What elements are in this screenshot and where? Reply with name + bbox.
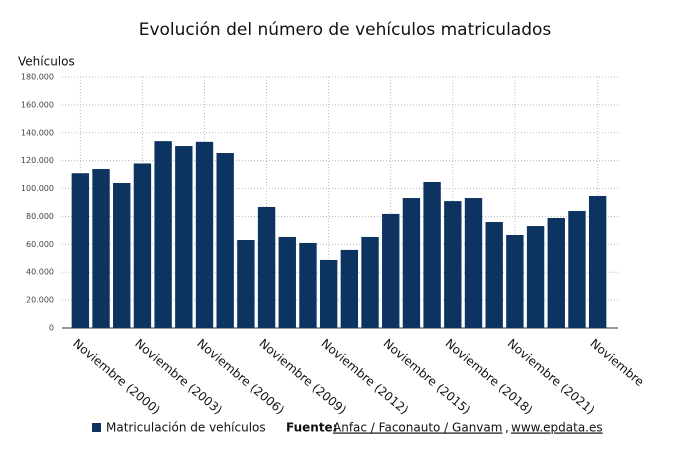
source-label: Fuente: <box>286 421 338 435</box>
bar <box>568 211 586 328</box>
bar <box>71 173 90 328</box>
bar <box>423 182 441 328</box>
y-tick-label: 40.000 <box>26 268 54 277</box>
bar <box>382 213 400 328</box>
bar <box>92 169 110 328</box>
bar <box>464 198 483 328</box>
bar <box>195 141 214 328</box>
y-tick-label: 60.000 <box>26 240 54 249</box>
bar <box>526 226 545 328</box>
bar <box>216 152 234 328</box>
legend-swatch <box>92 423 101 432</box>
bar <box>278 236 296 328</box>
chart-title: Evolución del número de vehículos matric… <box>139 20 552 40</box>
y-tick-label: 120.000 <box>21 156 54 165</box>
source-separator: , <box>505 421 509 435</box>
bar <box>402 198 421 328</box>
bar <box>547 217 565 328</box>
y-tick-label: 180.000 <box>21 73 54 82</box>
bar <box>299 242 317 328</box>
source-link[interactable]: www.epdata.es <box>511 421 603 435</box>
y-tick-label: 20.000 <box>26 296 54 305</box>
bar <box>257 206 276 328</box>
bar <box>319 259 338 328</box>
y-tick-label: 100.000 <box>21 184 54 193</box>
y-tick-label: 80.000 <box>26 212 54 221</box>
bar <box>175 146 193 328</box>
bar <box>506 234 524 328</box>
bar <box>113 182 131 328</box>
bar <box>588 195 607 328</box>
y-tick-label: 140.000 <box>21 128 54 137</box>
bar <box>485 222 503 328</box>
bar <box>444 201 462 328</box>
bar <box>154 141 172 328</box>
source-text: Anfac / Faconauto / Ganvam <box>333 421 502 435</box>
y-axis-label: Vehículos <box>18 55 75 69</box>
bar <box>133 163 152 328</box>
y-tick-label: 160.000 <box>21 100 54 109</box>
legend-label: Matriculación de vehículos <box>106 421 266 435</box>
bar <box>237 240 255 328</box>
y-tick-label: 0 <box>49 324 54 333</box>
bar <box>361 236 379 328</box>
bar <box>340 249 359 328</box>
x-tick-label: Noviembre <box>587 336 646 389</box>
